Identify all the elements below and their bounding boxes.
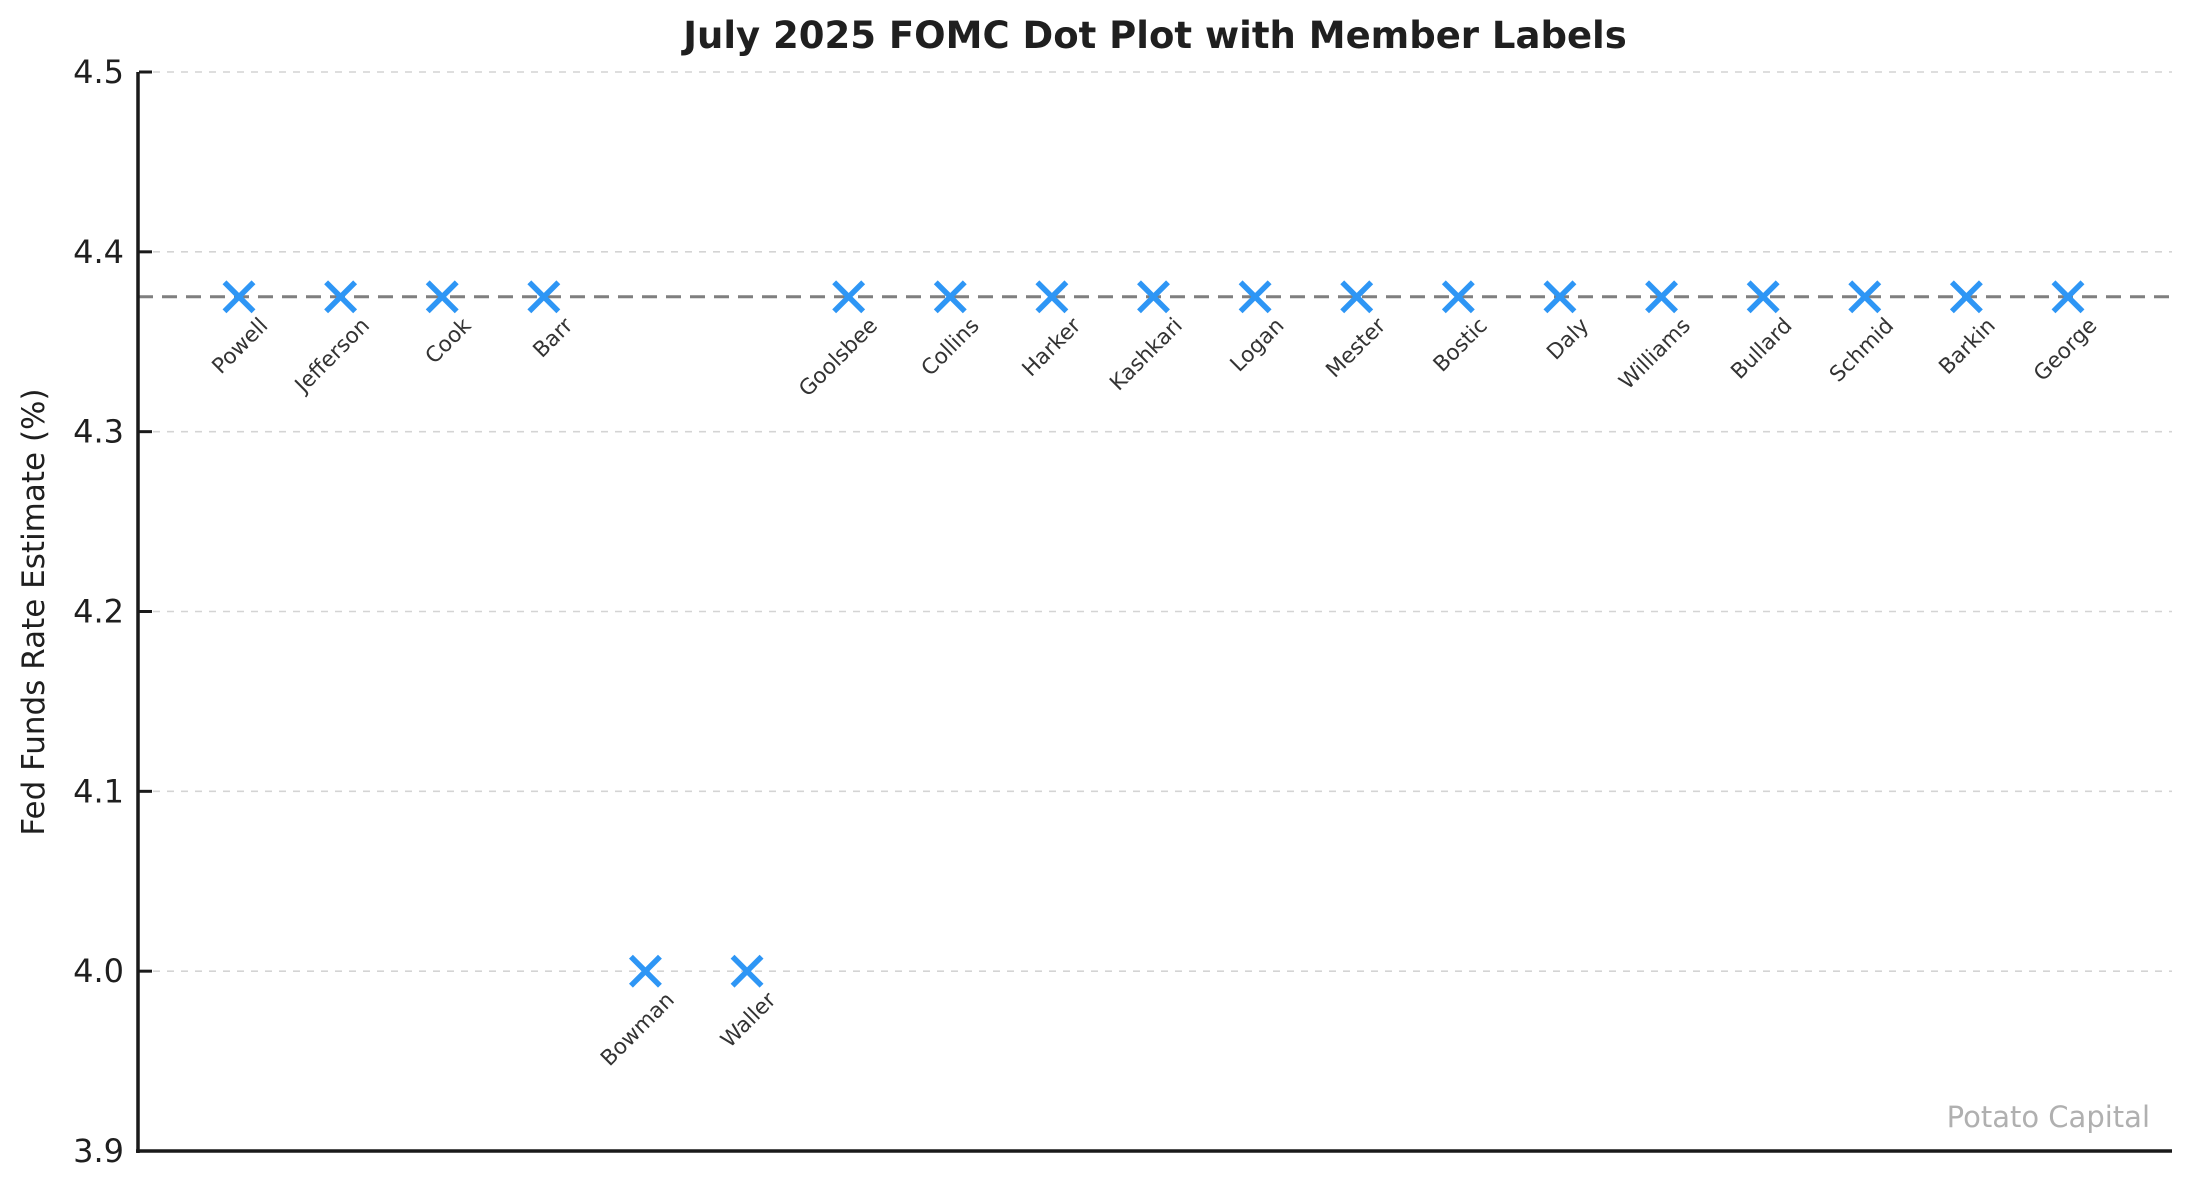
member-marker — [527, 280, 561, 314]
member-label: Bostic — [1429, 313, 1493, 377]
member-marker — [1441, 280, 1475, 314]
y-tick-label: 4.0 — [73, 952, 124, 990]
member-label: Powell — [207, 313, 273, 379]
member-marker — [1949, 280, 1983, 314]
member-marker — [1340, 280, 1374, 314]
member-marker — [832, 280, 866, 314]
member-label: Goolsbee — [794, 313, 883, 402]
y-tick-label: 4.4 — [73, 233, 124, 271]
member-label: Bullard — [1726, 313, 1797, 384]
member-marker — [222, 280, 256, 314]
watermark: Potato Capital — [1946, 1100, 2150, 1134]
member-label: Daly — [1542, 313, 1594, 365]
member-marker — [2051, 280, 2085, 314]
member-marker — [933, 280, 967, 314]
member-label: Mester — [1321, 313, 1391, 383]
y-tick-label: 3.9 — [73, 1132, 124, 1170]
member-label: Waller — [716, 988, 781, 1053]
y-tick-label: 4.2 — [73, 593, 124, 631]
member-label: Jefferson — [289, 313, 375, 399]
member-label: Cook — [421, 313, 477, 369]
member-marker — [1645, 280, 1679, 314]
member-marker — [1238, 280, 1272, 314]
member-label: Schmid — [1825, 313, 1899, 387]
y-tick-label: 4.5 — [73, 53, 124, 91]
member-label: Barkin — [1934, 313, 2000, 379]
member-marker — [1746, 280, 1780, 314]
member-label: Collins — [917, 313, 985, 381]
y-tick-label: 4.3 — [73, 413, 124, 451]
member-label: George — [2029, 313, 2102, 386]
member-marker — [324, 280, 358, 314]
chart-title: July 2025 FOMC Dot Plot with Member Labe… — [683, 14, 1627, 57]
y-tick-label: 4.1 — [73, 772, 124, 810]
member-label: Harker — [1018, 313, 1087, 382]
member-label: Barr — [528, 313, 578, 363]
member-marker — [1035, 280, 1069, 314]
member-marker — [1848, 280, 1882, 314]
member-label: Logan — [1226, 313, 1290, 377]
member-label: Kashkari — [1105, 313, 1188, 396]
member-marker — [730, 954, 764, 988]
member-marker — [628, 954, 662, 988]
member-marker — [1543, 280, 1577, 314]
member-marker — [1137, 280, 1170, 314]
member-label: Bowman — [596, 988, 680, 1072]
member-label: Williams — [1614, 313, 1695, 394]
member-marker — [425, 280, 459, 314]
